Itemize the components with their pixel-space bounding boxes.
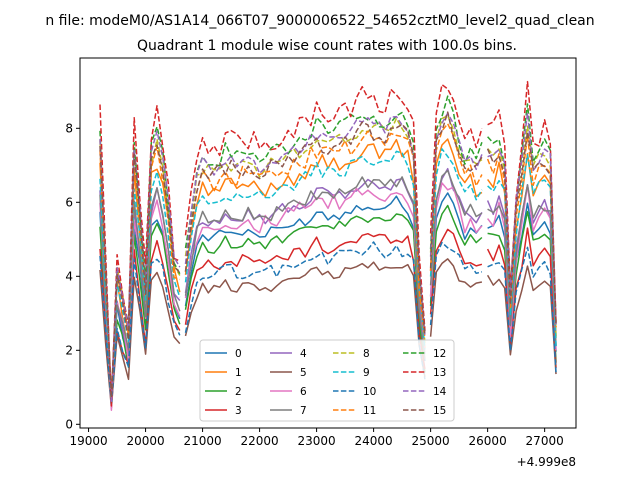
y-tick-label: 8 bbox=[65, 121, 73, 135]
x-offset-text: +4.999e8 bbox=[517, 455, 576, 469]
figure-suptitle: n file: modeM0/AS1A14_066T07_9000006522_… bbox=[45, 13, 594, 29]
legend-frame bbox=[199, 339, 455, 422]
series-line-10 bbox=[99, 241, 557, 406]
legend-label-3: 3 bbox=[235, 405, 242, 417]
legend-label-4: 4 bbox=[300, 348, 307, 360]
series-line-2 bbox=[99, 204, 557, 402]
series-line-9 bbox=[99, 148, 557, 405]
legend-label-10: 10 bbox=[363, 386, 376, 398]
y-tick-label: 0 bbox=[65, 417, 73, 431]
legend-label-12: 12 bbox=[433, 348, 446, 360]
x-tick-label: 26000 bbox=[469, 434, 507, 448]
legend-label-11: 11 bbox=[363, 405, 376, 417]
y-axis: 0 2 4 6 8 bbox=[65, 121, 80, 431]
x-tick-label: 21000 bbox=[183, 434, 221, 448]
y-tick-label: 2 bbox=[65, 343, 73, 357]
legend-label-0: 0 bbox=[235, 348, 242, 360]
chart-title: Quadrant 1 module wise count rates with … bbox=[137, 38, 517, 54]
legend-label-9: 9 bbox=[363, 367, 370, 379]
legend-label-7: 7 bbox=[300, 405, 307, 417]
legend-label-13: 13 bbox=[433, 367, 446, 379]
series-line-5 bbox=[99, 258, 557, 409]
x-tick-label: 22000 bbox=[240, 434, 278, 448]
legend-label-15: 15 bbox=[433, 405, 446, 417]
y-tick-label: 4 bbox=[65, 269, 73, 283]
x-tick-label: 27000 bbox=[526, 434, 564, 448]
series-line-11 bbox=[99, 123, 557, 397]
legend-label-5: 5 bbox=[300, 367, 307, 379]
x-tick-label: 20000 bbox=[126, 434, 164, 448]
legend-label-6: 6 bbox=[300, 386, 307, 398]
legend-label-8: 8 bbox=[363, 348, 370, 360]
x-tick-label: 19000 bbox=[69, 434, 107, 448]
x-axis: 19000 20000 21000 22000 23000 24000 25000 26000… bbox=[69, 428, 564, 448]
x-tick-label: 25000 bbox=[412, 434, 450, 448]
series-line-15 bbox=[99, 111, 557, 399]
legend-label-2: 2 bbox=[235, 386, 242, 398]
y-tick-label: 6 bbox=[65, 195, 73, 209]
legend-label-1: 1 bbox=[235, 367, 242, 379]
series-lines bbox=[99, 80, 557, 411]
legend-label-14: 14 bbox=[433, 386, 447, 398]
x-tick-label: 24000 bbox=[355, 434, 393, 448]
plot-frame bbox=[79, 57, 577, 429]
x-tick-label: 23000 bbox=[298, 434, 336, 448]
series-line-7 bbox=[99, 169, 557, 399]
